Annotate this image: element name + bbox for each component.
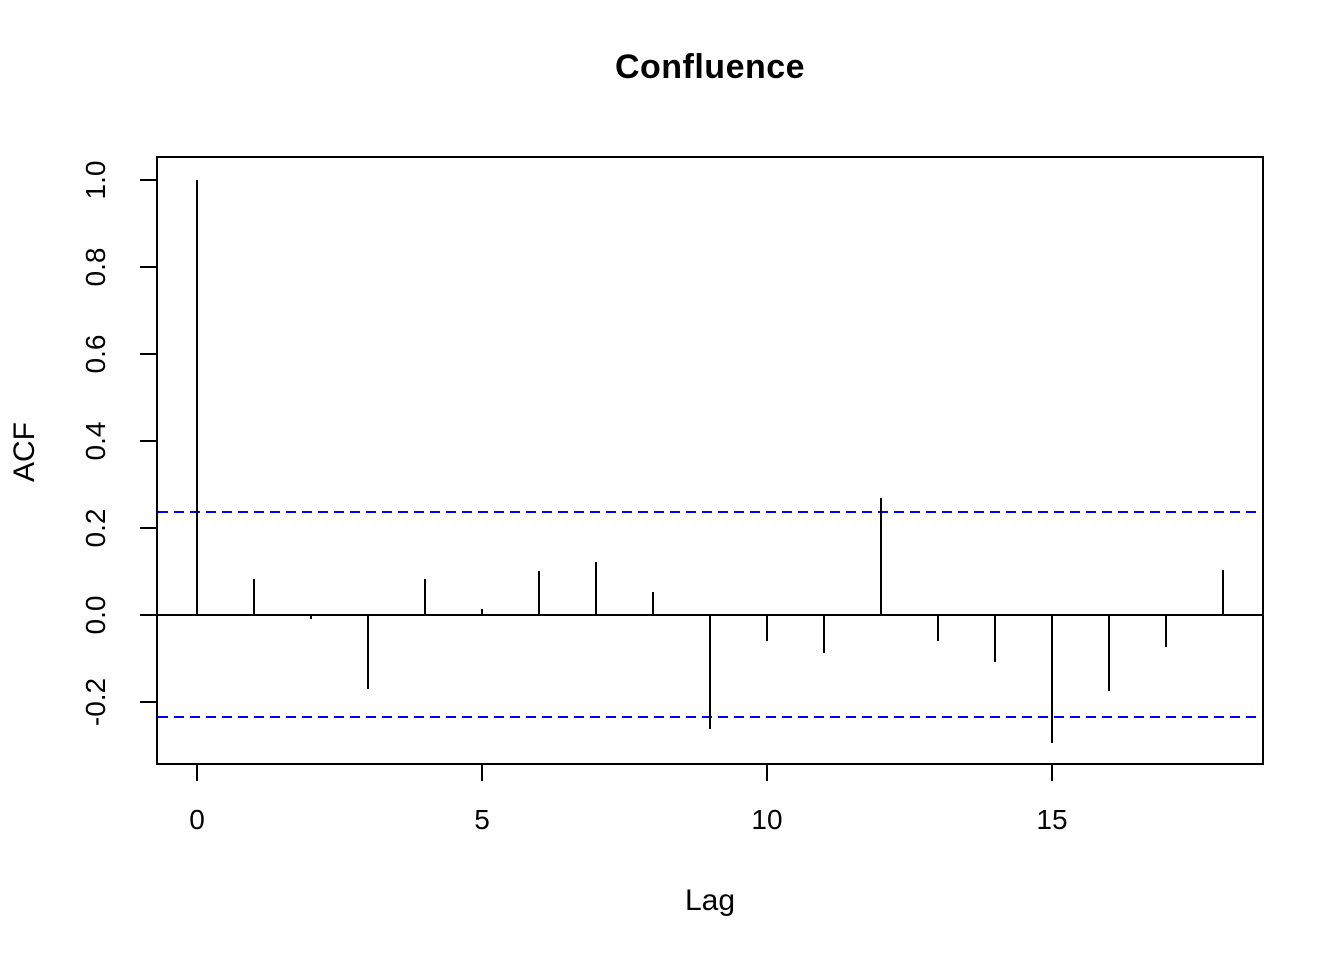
x-axis-tick-label: 10 bbox=[751, 804, 783, 835]
y-axis-tick-label: 1.0 bbox=[80, 160, 111, 200]
x-axis-tick-label: 15 bbox=[1036, 804, 1068, 835]
y-axis-tick bbox=[140, 439, 156, 442]
acf-stem-lag-17 bbox=[1164, 614, 1167, 647]
y-axis-tick-label: 0.4 bbox=[80, 421, 111, 461]
acf-stem-lag-18 bbox=[1221, 569, 1224, 615]
x-axis-tick-label: 0 bbox=[189, 804, 205, 835]
acf-stem-lag-10 bbox=[765, 614, 768, 642]
y-axis-tick bbox=[140, 266, 156, 269]
acf-stem-lag-14 bbox=[993, 614, 996, 662]
chart-title: Confluence bbox=[614, 48, 806, 86]
y-axis-tick bbox=[140, 179, 156, 182]
acf-stem-lag-13 bbox=[936, 614, 939, 642]
acf-stem-lag-9 bbox=[709, 614, 711, 730]
acf-stem-lag-3 bbox=[367, 614, 370, 690]
upper-confidence-line bbox=[158, 511, 1262, 514]
x-axis-tick bbox=[1050, 765, 1053, 781]
x-axis-tick bbox=[765, 765, 768, 781]
acf-stem-lag-12 bbox=[879, 498, 882, 615]
x-axis-label: Lag bbox=[684, 884, 736, 917]
acf-stem-lag-5 bbox=[481, 609, 484, 615]
y-axis-tick bbox=[140, 353, 156, 356]
acf-stem-lag-4 bbox=[424, 578, 427, 615]
acf-stem-lag-8 bbox=[652, 592, 654, 615]
y-axis-tick bbox=[140, 526, 156, 529]
x-axis-tick bbox=[481, 765, 484, 781]
acf-stem-lag-15 bbox=[1050, 614, 1053, 743]
y-axis-tick bbox=[140, 613, 156, 616]
acf-stem-lag-11 bbox=[822, 614, 825, 654]
x-axis-tick-label: 5 bbox=[474, 804, 490, 835]
y-axis-tick-label: 0.6 bbox=[80, 334, 111, 374]
acf-stem-lag-0 bbox=[196, 180, 199, 615]
y-axis-tick-label: -0.2 bbox=[80, 677, 111, 726]
acf-stem-lag-2 bbox=[310, 614, 313, 620]
x-axis-tick bbox=[196, 765, 199, 781]
y-axis-tick-label: 0.2 bbox=[80, 508, 111, 548]
acf-stem-lag-7 bbox=[595, 562, 597, 615]
acf-stem-lag-16 bbox=[1107, 614, 1110, 691]
y-axis-tick bbox=[140, 700, 156, 703]
y-axis-tick-label: 0.0 bbox=[80, 595, 111, 635]
y-axis-tick-label: 0.8 bbox=[80, 247, 111, 287]
acf-stem-lag-6 bbox=[538, 570, 540, 615]
acf-stem-lag-1 bbox=[253, 578, 256, 615]
